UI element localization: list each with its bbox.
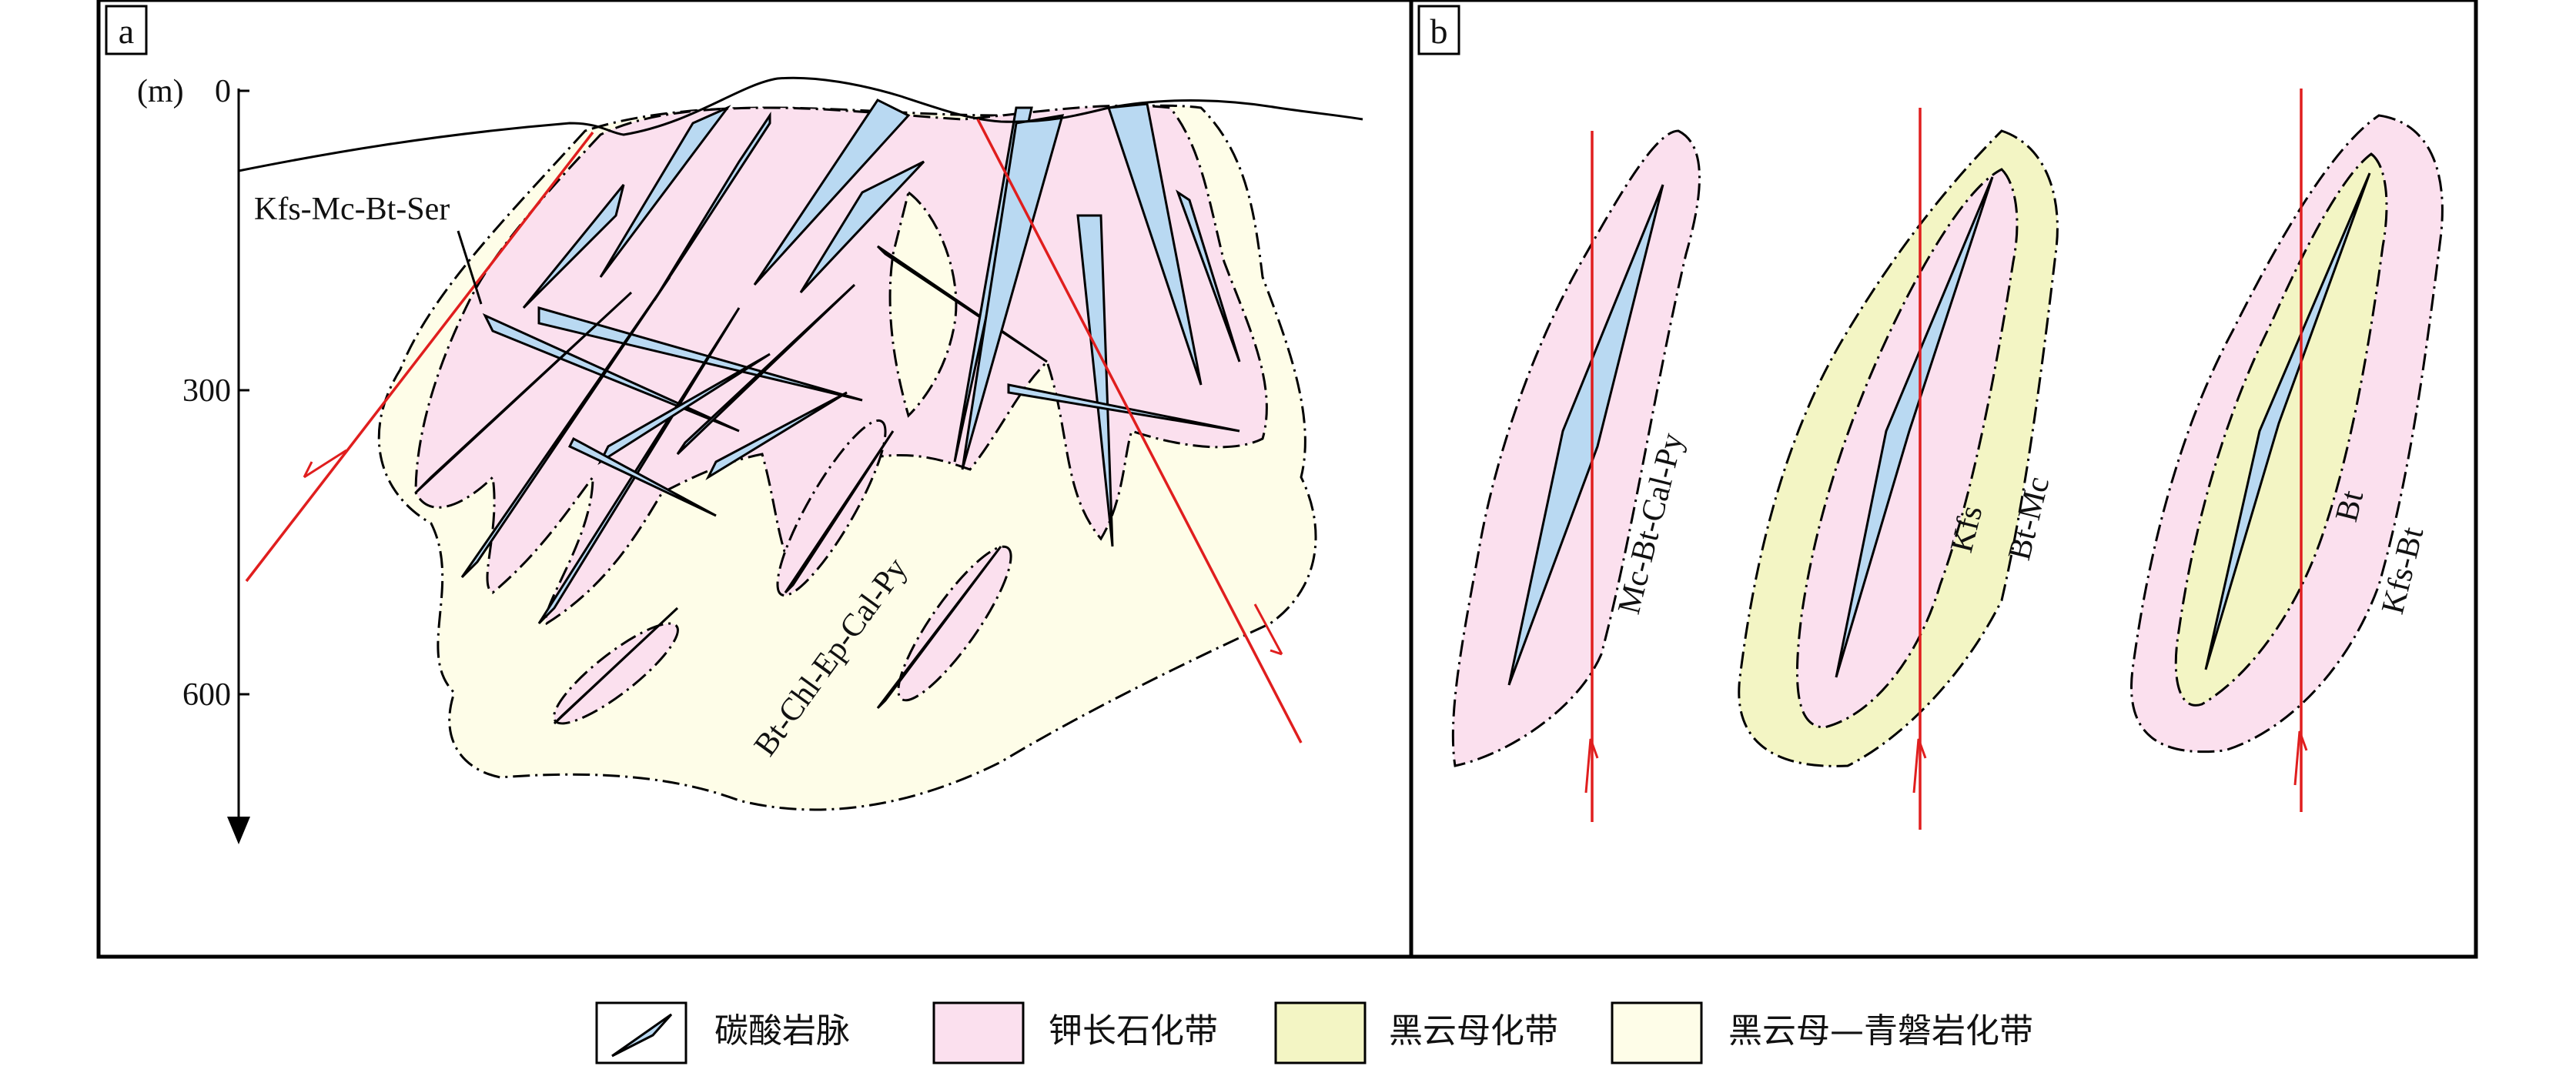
carbonatite-vein-icon [1507, 184, 1664, 686]
fault-line [245, 131, 594, 583]
vein [414, 291, 633, 494]
propylitic-tongue [888, 190, 958, 418]
fault-slip-arrow [303, 449, 347, 479]
carbonatite-vein-icon [611, 1013, 673, 1058]
legend-item-carbonatite-vein: 碳酸岩脉 [595, 1001, 850, 1064]
panel-a-tag: a [119, 12, 134, 51]
depth-tick-0: 0 [215, 74, 231, 109]
depth-tick-300: 300 [182, 373, 231, 409]
carbonatite-vein-icon [1835, 176, 1994, 678]
vein [961, 114, 1065, 470]
legend-swatch [1611, 1001, 1703, 1064]
vein [567, 436, 717, 517]
carbonatite-veins [414, 99, 1241, 725]
vein [876, 546, 1002, 710]
panel-a-tag-box [105, 5, 148, 55]
legend-item-k-feldspar-zone: 钾长石化带 [932, 1001, 1218, 1064]
legend-item-biotite-propylitic-zone: 黑云母—青磐岩化带 [1611, 1001, 2033, 1064]
depth-tick-600: 600 [182, 677, 231, 713]
legend-label: 碳酸岩脉 [714, 1011, 850, 1051]
fault-slip-arrow [2293, 730, 2308, 786]
alteration-body-1: Mc-Bt-Cal-Py [1451, 129, 1701, 822]
vein [676, 283, 856, 456]
outer-zone-label: Kfs-Mc-Bt-Ser [254, 192, 450, 227]
legend-label: 钾长石化带 [1049, 1011, 1218, 1051]
legend-item-biotite-zone: 黑云母化带 [1274, 1001, 1558, 1064]
panel-a: a (m) 0 300 600 [96, 0, 1413, 959]
alteration-body-2: Kfs Bt-Mc [1738, 108, 2059, 830]
vein [705, 391, 848, 481]
vein [599, 105, 731, 278]
vein [1106, 102, 1203, 386]
vein [876, 245, 1048, 363]
k-feldspar-pod [553, 622, 679, 725]
carbonatite-vein-icon [2204, 172, 2371, 670]
vein [553, 607, 679, 725]
vein [522, 184, 625, 309]
vein [799, 160, 925, 294]
legend-label: 黑云母化带 [1389, 1011, 1558, 1051]
panel-b-tag: b [1430, 12, 1448, 51]
legend: 碳酸岩脉 钾长石化带 黑云母化带 黑云母—青磐岩化带 [595, 1001, 2033, 1064]
alteration-body-3: Bt Kfs-Bt [2130, 89, 2444, 812]
vein [753, 99, 911, 286]
outer-zone-leader [457, 230, 483, 305]
fault-line [976, 119, 1303, 744]
panel-b: b Mc-Bt-Cal-Py Kfs Bt-Mc Bt K [1409, 0, 2478, 959]
vein [537, 307, 741, 625]
ground-surface-line [238, 76, 1363, 172]
vein [1176, 189, 1241, 363]
vein [1076, 214, 1114, 547]
legend-label: 黑云母—青磐岩化带 [1728, 1011, 2033, 1051]
vein [1007, 383, 1240, 433]
legend-swatch [1274, 1001, 1367, 1064]
k-feldspar-pod [897, 545, 1012, 702]
vein [784, 430, 895, 594]
panel-b-frame [1409, 0, 2478, 959]
fault-slip-arrow [1584, 738, 1599, 794]
legend-swatch [932, 1001, 1025, 1064]
fault-slip-arrow [1253, 603, 1283, 656]
panel-b-tag-box [1417, 5, 1460, 55]
vein [460, 276, 671, 579]
depth-axis-unit: (m) [137, 74, 184, 109]
depth-axis: (m) 0 300 600 [137, 74, 250, 844]
vein [537, 306, 863, 402]
k-feldspar-pod [776, 419, 887, 597]
vein [482, 312, 740, 433]
fault-slip-arrow [1912, 738, 1927, 794]
